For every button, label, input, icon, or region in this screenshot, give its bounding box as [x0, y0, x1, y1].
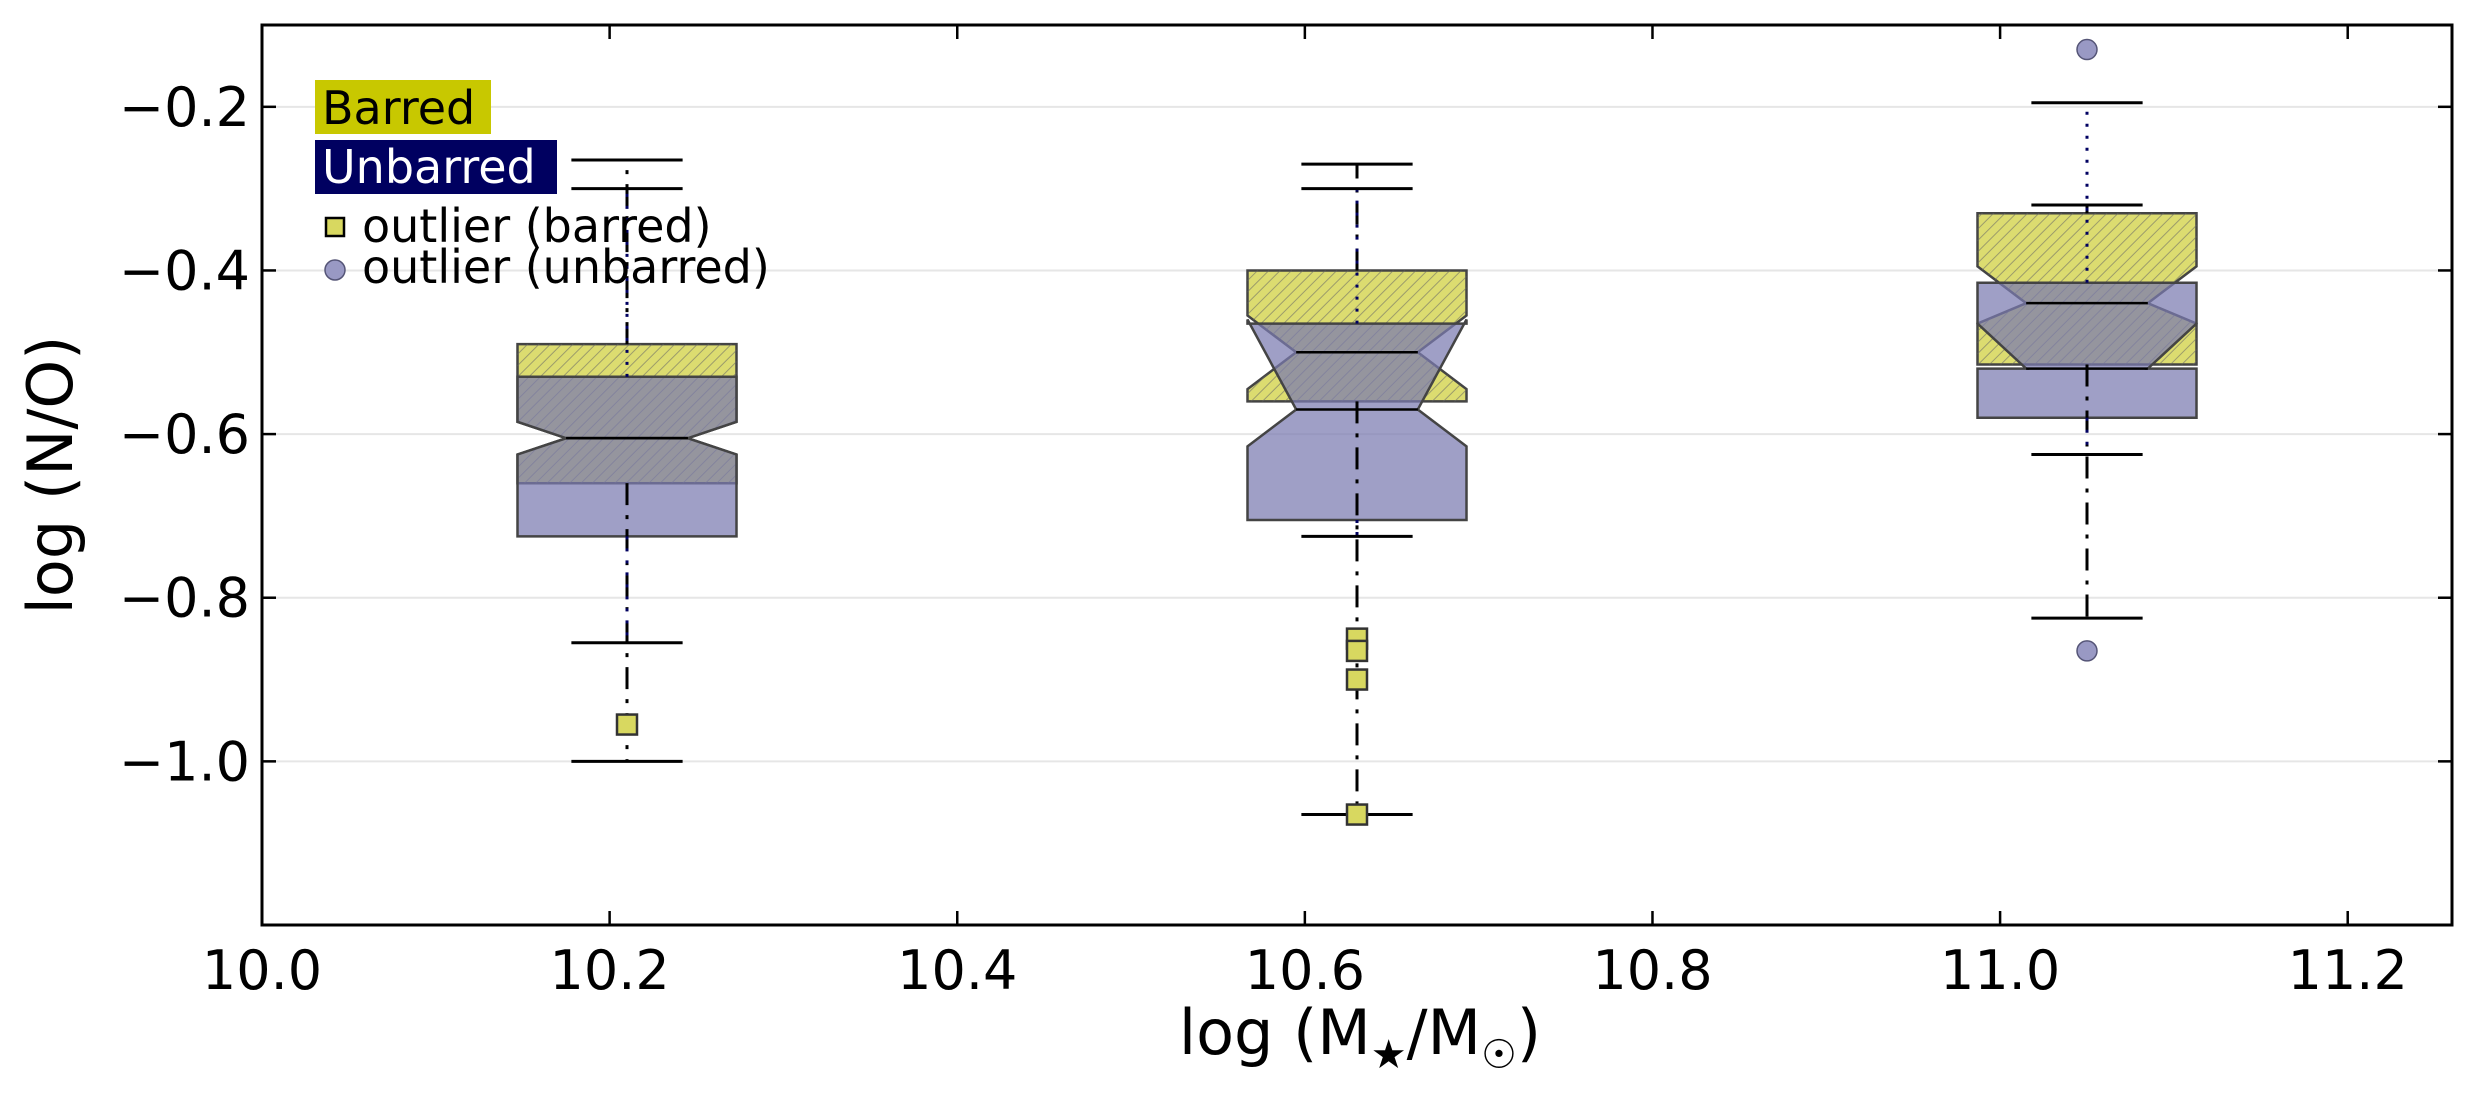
x-tick-label: 10.0	[202, 939, 322, 1002]
outlier-layer	[615, 38, 2098, 826]
legend-barred-label: Barred	[322, 81, 475, 135]
legend-outlier-barred-label: outlier (barred)	[362, 199, 712, 253]
legend-outlier-unbarred-label: outlier (unbarred)	[362, 240, 770, 294]
legend-outlier-unbarred-marker	[324, 259, 346, 281]
legend-barred-swatch	[315, 80, 491, 134]
legend: Barred Unbarred outlier (barred) outlier…	[315, 80, 770, 294]
outlier-unbarred	[2076, 640, 2098, 662]
plot-frame	[260, 23, 2454, 927]
outlier-unbarred	[2076, 38, 2098, 61]
x-tick-label: 10.2	[550, 939, 670, 1002]
x-tick-label: 10.4	[897, 939, 1017, 1002]
y-tick-label: −0.6	[119, 403, 250, 466]
y-tick-label: −0.8	[119, 567, 250, 630]
y-tick-label: −0.4	[119, 239, 250, 302]
outlier-barred	[1345, 803, 1369, 826]
y-tick-label: −1.0	[119, 730, 250, 793]
x-tick-label: 10.6	[1245, 939, 1365, 1002]
unbarred-box	[1976, 281, 2198, 419]
outlier-barred	[1345, 639, 1369, 663]
whisker-layer	[566, 101, 2148, 817]
y-axis-title: log (N/O)	[14, 336, 87, 615]
x-tick-label: 10.8	[1592, 939, 1712, 1002]
unbarred-box	[516, 375, 738, 538]
y-tick-label: −0.2	[119, 76, 250, 139]
box-layer	[516, 211, 2198, 538]
outlier-barred	[1345, 668, 1369, 691]
legend-unbarred-label: Unbarred	[322, 140, 536, 194]
x-tick-label: 11.0	[1940, 939, 2060, 1002]
tick-layer: −0.2 −0.4 −0.6 −0.8 −1.0 10.0 10.2 10.4 10.6 10.8…	[119, 25, 2452, 1002]
x-axis-title: log (M★/M☉)	[1179, 996, 1541, 1078]
legend-unbarred-swatch	[315, 140, 557, 194]
x-tick-label: 11.2	[2288, 939, 2408, 1002]
legend-outlier-barred-marker	[324, 216, 346, 238]
outlier-barred	[615, 713, 639, 736]
